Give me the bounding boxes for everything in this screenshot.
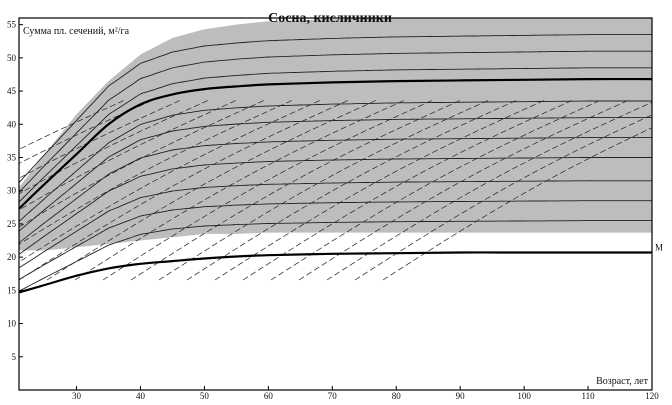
thin-curve (19, 220, 652, 292)
dashed-line (102, 99, 434, 281)
dashed-line (354, 114, 652, 281)
dashed-line (130, 99, 462, 281)
x-tick-label: 100 (517, 391, 531, 401)
thin-curve (19, 157, 652, 255)
x-tick-label: 30 (72, 391, 82, 401)
bold-curve (19, 77, 652, 210)
plot-area (19, 18, 652, 294)
dashed-line (158, 99, 490, 281)
x-tick-label: 80 (392, 391, 402, 401)
thin-curve (19, 50, 652, 193)
dashed-line (46, 99, 378, 281)
x-tick-label: 90 (456, 391, 466, 401)
dashed-line (74, 99, 406, 281)
x-tick-label: 40 (136, 391, 146, 401)
thin-curve (19, 67, 652, 203)
x-tick-label: 110 (581, 391, 595, 401)
dashed-line (19, 99, 238, 211)
y-axis-label: Сумма пл. сечений, м²/га (23, 26, 130, 37)
thin-curve (19, 100, 652, 222)
x-tick-label: 60 (264, 391, 274, 401)
dashed-line (186, 99, 518, 281)
y-tick-label: 50 (7, 53, 17, 63)
y-tick-label: 20 (7, 252, 17, 262)
axes: M 30 40 50 60 70 80 90 100 110 120 5 10 15 20 25 30 35 40 4… (7, 17, 663, 401)
y-tick-label: 40 (7, 119, 17, 129)
dashed-line (19, 99, 210, 195)
dashed-line (326, 101, 652, 281)
dashed-line (270, 99, 602, 281)
x-tick-label: 70 (328, 391, 338, 401)
thin-curve (19, 117, 652, 232)
y-tick-label: 55 (7, 20, 17, 30)
dashed-line (242, 99, 574, 281)
y-tick-label: 45 (7, 86, 17, 96)
thin-curve (19, 180, 652, 269)
dashed-line (19, 99, 126, 150)
dashed-line (19, 99, 182, 179)
chart-title: Сосна, кисличники (268, 11, 392, 26)
dashed-line (19, 99, 322, 263)
dashed-line (298, 99, 630, 281)
x-tick-label: 50 (200, 391, 210, 401)
y-tick-label: 35 (7, 153, 17, 163)
dashed-line (19, 99, 350, 281)
thin-curve (19, 34, 652, 184)
curve-label: M (655, 242, 663, 252)
shaded-region (19, 18, 652, 251)
y-tick-label: 25 (7, 219, 17, 229)
dashed-line (19, 99, 266, 228)
dashed-line (382, 127, 652, 281)
plot-frame (18, 17, 653, 391)
y-tick-label: 30 (7, 186, 17, 196)
bold-curve-m (19, 251, 652, 294)
thin-curve (19, 137, 652, 244)
x-axis-label: Возраст, лет (596, 376, 649, 387)
thin-curve (19, 200, 652, 280)
y-tick-label: 5 (12, 352, 17, 362)
y-tick-label: 10 (7, 319, 17, 329)
dashed-line (214, 99, 546, 281)
dashed-line (19, 99, 294, 245)
x-tick-label: 120 (645, 391, 659, 401)
y-tick-label: 15 (7, 285, 17, 295)
